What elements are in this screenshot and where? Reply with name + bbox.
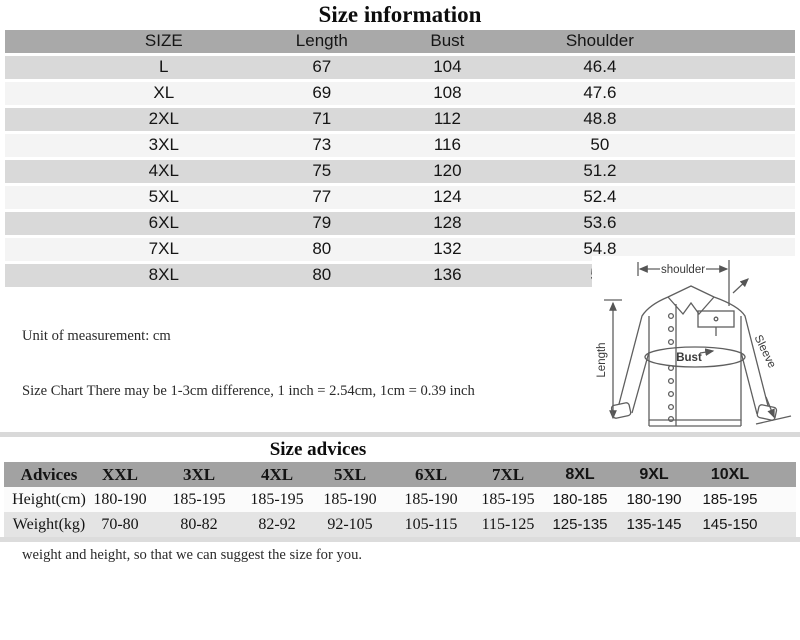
bust-label: Bust	[676, 352, 702, 364]
table-row: 4XL 75 120 51.2	[5, 160, 795, 186]
cell-weight: 70-80	[101, 516, 139, 533]
table-row: 6XL 79 128 53.6	[5, 212, 795, 238]
weight-row: Weight(kg) 70-80 80-82 82-92 92-105 105-…	[4, 512, 796, 537]
table-row: 2XL 71 112 48.8	[5, 108, 795, 134]
sleeve-label: Sleeve	[752, 333, 778, 370]
column-header-size: SIZE	[144, 31, 183, 50]
row-label: Height(cm)	[12, 491, 86, 508]
note-line: Unit of measurement: cm	[22, 328, 171, 345]
cell-height: 185-190	[404, 491, 458, 508]
table-row: XL 69 108 47.6	[5, 82, 795, 108]
shirt-diagram-svg: shoulder Length Bust Sleeve	[596, 260, 792, 427]
cell-shoulder: 50	[590, 135, 610, 154]
cell-length: 73	[312, 135, 332, 154]
cell-size: 7XL	[148, 239, 179, 258]
advice-header: 3XL	[182, 465, 216, 484]
cell-size: 2XL	[148, 109, 179, 128]
cell-height: 185-195	[250, 491, 304, 508]
panel-bottom-strip	[0, 537, 800, 542]
cell-bust: 108	[433, 83, 462, 102]
cell-shoulder: 47.6	[583, 83, 617, 102]
cell-height: 185-195	[702, 491, 758, 508]
advice-header: 7XL	[491, 465, 525, 484]
cell-bust: 128	[433, 213, 462, 232]
cell-bust: 104	[433, 57, 462, 76]
row-label: Weight(kg)	[12, 516, 86, 533]
advice-header: Advices	[20, 465, 78, 484]
cell-length: 75	[312, 161, 332, 180]
cell-height: 180-185	[552, 491, 608, 508]
cell-shoulder: 48.8	[583, 109, 617, 128]
note-line: Size Chart There may be 1-3cm difference…	[22, 383, 475, 400]
table-row: L 67 104 46.4	[5, 56, 795, 82]
cell-bust: 120	[433, 161, 462, 180]
cell-size: 6XL	[148, 213, 179, 232]
cell-size: XL	[153, 83, 175, 102]
length-label: Length	[596, 342, 608, 377]
cell-bust: 124	[433, 187, 462, 206]
shoulder-label: shoulder	[661, 264, 705, 276]
cell-bust: 136	[433, 265, 462, 284]
advice-header: 8XL	[565, 466, 595, 483]
cell-size: 3XL	[148, 135, 179, 154]
cell-weight: 92-105	[327, 516, 373, 533]
cell-bust: 112	[433, 109, 461, 128]
cell-weight: 80-82	[180, 516, 218, 533]
cell-shoulder: 51.2	[583, 161, 617, 180]
cell-bust: 132	[433, 239, 462, 258]
table-row: 5XL 77 124 52.4	[5, 186, 795, 212]
cell-weight: 135-145	[626, 516, 682, 533]
cell-weight: 82-92	[258, 516, 296, 533]
column-header-length: Length	[295, 31, 348, 50]
cell-shoulder: 53.6	[583, 213, 617, 232]
page-title: Size information	[318, 2, 482, 27]
advice-header: 9XL	[639, 466, 669, 483]
size-table: SIZE Length Bust Shoulder L 67 104 46.4 …	[5, 30, 795, 290]
size-table-header-row: SIZE Length Bust Shoulder	[5, 30, 795, 56]
note-line: weight and height, so that we can sugges…	[22, 546, 363, 563]
advice-header-row: Advices XXL 3XL 4XL 5XL 6XL 7XL 8XL 9XL …	[4, 462, 796, 487]
cell-weight: 105-115	[404, 516, 458, 533]
cell-weight: 145-150	[702, 516, 758, 533]
cell-length: 69	[312, 83, 332, 102]
cell-bust: 116	[433, 135, 461, 154]
cell-weight: 125-135	[552, 516, 608, 533]
cell-weight: 115-125	[481, 516, 535, 533]
cell-shoulder: 54.8	[583, 239, 617, 258]
cell-height: 180-190	[626, 491, 682, 508]
table-row: 7XL 80 132 54.8	[5, 238, 795, 264]
column-header-shoulder: Shoulder	[565, 31, 634, 50]
shirt-measurement-diagram: shoulder Length Bust Sleeve	[592, 256, 800, 434]
column-header-bust: Bust	[430, 31, 465, 50]
cell-size: 4XL	[148, 161, 179, 180]
cell-shoulder: 46.4	[583, 57, 617, 76]
cell-length: 79	[312, 213, 332, 232]
advice-header: 5XL	[333, 465, 367, 484]
cell-height: 185-190	[323, 491, 377, 508]
advice-header: 4XL	[260, 465, 294, 484]
cell-length: 77	[312, 187, 332, 206]
size-advices-panel: Size advices Advices XXL 3XL 4XL 5XL 6XL…	[0, 432, 800, 542]
panel-top-strip	[0, 432, 800, 437]
advice-table-title: Size advices	[269, 439, 367, 460]
advice-header: 6XL	[414, 465, 448, 484]
cell-length: 80	[312, 239, 332, 258]
cell-length: 80	[312, 265, 332, 284]
cell-length: 71	[312, 109, 332, 128]
advice-header: 10XL	[710, 466, 750, 483]
height-row: Height(cm) 180-190 185-195 185-195 185-1…	[4, 487, 796, 512]
cell-length: 67	[312, 57, 332, 76]
cell-height: 185-195	[172, 491, 226, 508]
cell-shoulder: 52.4	[583, 187, 617, 206]
advice-header: XXL	[102, 465, 138, 484]
table-row: 3XL 73 116 50	[5, 134, 795, 160]
cell-height: 180-190	[93, 491, 147, 508]
cell-size: 8XL	[148, 265, 179, 284]
cell-size: 5XL	[148, 187, 179, 206]
cell-height: 185-195	[481, 491, 535, 508]
cell-size: L	[159, 57, 169, 76]
